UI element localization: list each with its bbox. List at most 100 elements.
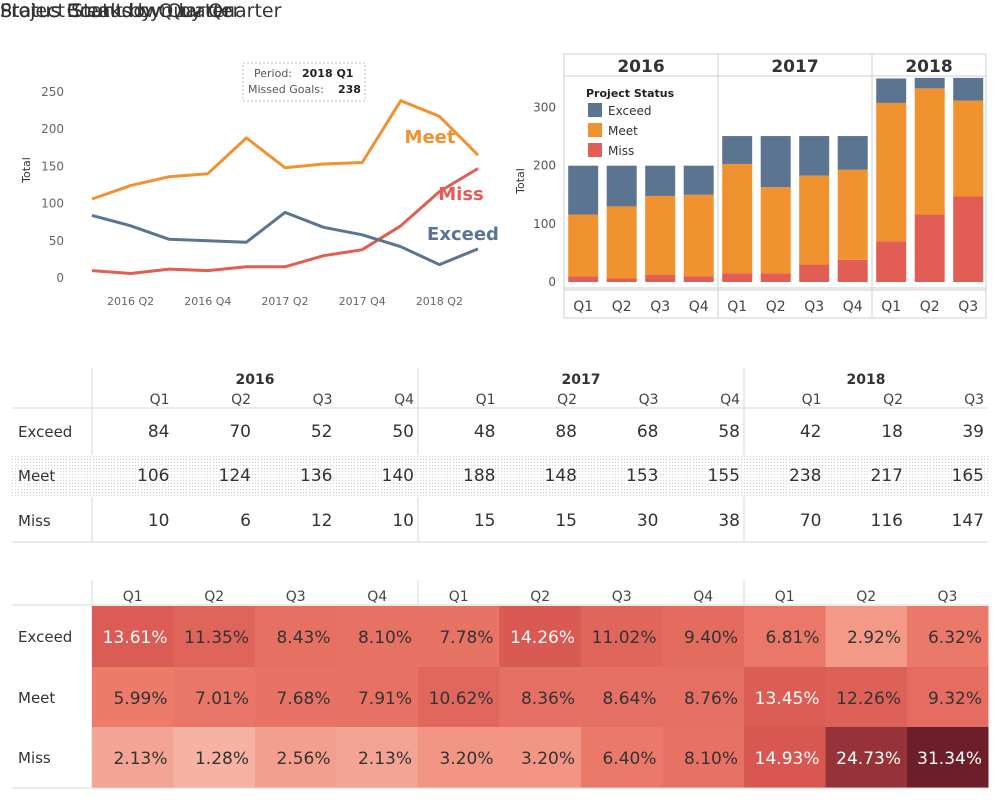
y-tick-label: 100 [41, 197, 64, 211]
y-tick-label: 100 [533, 217, 556, 231]
table-cell: 42 [800, 422, 822, 442]
heatmap-cell-label: 11.35% [184, 628, 249, 648]
heatmap-quarter-header: Q4 [367, 589, 387, 605]
heatmap-cell-label: 7.01% [195, 689, 249, 709]
table-cell: 155 [708, 466, 740, 486]
legend-swatch-exceed [588, 103, 602, 117]
heatmap-quarter-header: Q3 [286, 589, 306, 605]
bar-segment-exceed [837, 136, 868, 170]
bar-segment-miss [799, 264, 830, 282]
y-tick-label: 0 [56, 271, 64, 285]
table-title: Project Status by Quarter [0, 0, 241, 22]
y-tick-label: 150 [41, 159, 64, 173]
x-tick-label: Q2 [920, 299, 940, 315]
heatmap-cell-label: 7.68% [276, 689, 330, 709]
heatmap-cell [825, 667, 908, 728]
heatmap-cell [744, 667, 826, 728]
heatmap-cell-label: 6.40% [602, 749, 656, 769]
heatmap-cell [581, 727, 663, 788]
series-label-miss: Miss [438, 184, 484, 205]
heatmap-cell-label: 8.10% [358, 628, 412, 648]
quarter-header: Q1 [476, 392, 496, 408]
table-cell: 136 [300, 466, 332, 486]
tooltip-period-value: 2018 Q1 [302, 67, 353, 80]
series-line-miss [91, 167, 479, 275]
heatmap-cell [662, 727, 745, 788]
bar-segment-miss [876, 241, 907, 282]
table-cell: 50 [392, 422, 414, 442]
bar-segment-exceed [799, 136, 830, 176]
heatmap-cell-label: 8.10% [684, 749, 738, 769]
y-axis-label: Total [514, 168, 527, 195]
heatmap-cell [907, 727, 989, 788]
heatmap-quarter-header: Q4 [693, 589, 713, 605]
bar-segment-miss [645, 275, 676, 282]
quarter-header: Q3 [639, 392, 659, 408]
series-label-meet: Meet [405, 127, 456, 148]
line-chart[interactable]: 0 50 100 150 200 250 Total 2016 Q2 2016 Q4 2017 Q… [0, 50, 500, 320]
table-band [12, 455, 988, 497]
bar-segment-miss [606, 278, 637, 282]
heatmap-cell-label: 2.13% [358, 749, 412, 769]
year-header: 2016 [236, 372, 275, 388]
heatmap-cell [499, 727, 582, 788]
row-label-miss: Miss [18, 512, 51, 530]
table-cell: 39 [962, 422, 984, 442]
heatmap-cell [581, 667, 663, 728]
line-chart-title: Status Count by Quarter [0, 0, 232, 22]
x-tick-label: 2017 Q4 [339, 295, 386, 308]
bar-segment-exceed [760, 136, 791, 188]
quarter-header: Q1 [150, 392, 170, 408]
quarter-header: Q4 [394, 392, 414, 408]
heatmap-cell [92, 727, 174, 788]
heatmap-cell-label: 24.73% [836, 749, 901, 769]
table-cell: 15 [555, 511, 577, 531]
heatmap-cell-label: 1.28% [195, 749, 249, 769]
x-tick-label: Q4 [843, 299, 863, 315]
heatmap-cell [255, 667, 337, 728]
heatmap-cell-label: 14.26% [510, 628, 575, 648]
stacked-bar-chart[interactable]: 0 100 200 300 Total 2016 Q1 Q2 Q3 Q4 2017 Q1 Q2 Q3 Q4 2… [500, 46, 990, 321]
heatmap-cell [907, 606, 989, 667]
bar-segment-exceed [645, 165, 676, 196]
x-tick-label: Q3 [650, 299, 670, 315]
heatmap-cell-label: 8.36% [521, 689, 575, 709]
quarter-header: Q3 [313, 392, 333, 408]
heatmap-row-label-exceed: Exceed [18, 628, 72, 646]
legend: Project Status Exceed Meet Miss [586, 87, 675, 158]
x-tick-label: 2017 Q2 [261, 295, 308, 308]
heatmap-cell-label: 9.32% [928, 689, 982, 709]
year-header: 2016 [617, 57, 664, 77]
bar-segment-exceed [606, 165, 637, 207]
table-cell: 153 [626, 466, 658, 486]
table-cell: 217 [871, 466, 903, 486]
bar-segment-miss [722, 273, 753, 282]
quarter-header: Q2 [231, 392, 251, 408]
heatmap-cell [173, 727, 256, 788]
heatmap-cell-label: 3.20% [439, 749, 493, 769]
table-cell: 18 [881, 422, 903, 442]
heatmap-cell-label: 7.78% [439, 628, 493, 648]
bar-segment-miss [953, 196, 984, 282]
heatmap-row-label-miss: Miss [18, 749, 51, 767]
legend-title: Project Status [586, 87, 675, 100]
bar-segment-miss [914, 214, 945, 282]
x-tick-label: 2016 Q2 [107, 295, 154, 308]
heatmap-cell [336, 606, 419, 667]
heatmap-quarter-header: Q2 [204, 589, 224, 605]
bar-segment-exceed [876, 78, 907, 103]
heatmap-cell [662, 606, 745, 667]
heatmap-quarter-header: Q1 [449, 589, 469, 605]
tooltip-missed-label: Missed Goals: [248, 83, 324, 96]
table-cell: 88 [555, 422, 577, 442]
table-cell: 140 [382, 466, 414, 486]
table-cell: 30 [637, 511, 659, 531]
heatmap-cell [825, 727, 908, 788]
heatmap-cell-label: 3.20% [521, 749, 575, 769]
series-label-exceed: Exceed [427, 224, 499, 245]
bar-segment-meet [953, 100, 984, 197]
heatmap-cell [907, 667, 989, 728]
bar-segment-miss [683, 276, 714, 282]
heatmap-cell [255, 606, 337, 667]
